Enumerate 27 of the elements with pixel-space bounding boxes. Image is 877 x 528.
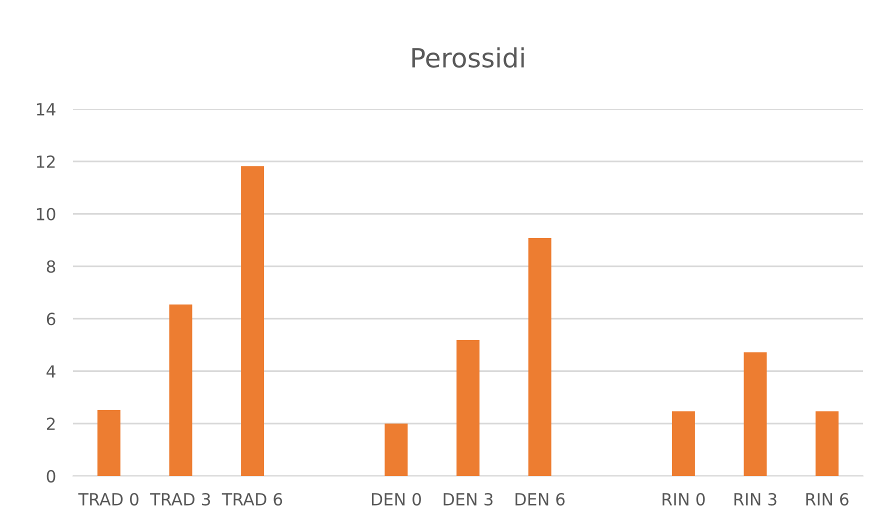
bar <box>528 238 552 476</box>
y-tick-label: 8 <box>46 260 56 273</box>
bar <box>169 304 192 476</box>
bar <box>744 352 767 476</box>
bar <box>384 424 408 476</box>
y-tick-label: 2 <box>46 418 55 430</box>
chart-title: Perossidi <box>412 47 524 68</box>
x-tick-label: TRAD 6 <box>222 492 282 506</box>
x-tick-label: RIN 0 <box>662 492 705 506</box>
x-tick-label: DEN 3 <box>444 492 493 506</box>
bar <box>672 411 695 476</box>
y-tick-label: 12 <box>36 155 55 168</box>
y-tick-label: 10 <box>36 208 56 220</box>
bar <box>816 411 839 476</box>
bar <box>97 410 120 476</box>
x-tick-label: DEN 0 <box>372 492 421 506</box>
y-tick-label: 14 <box>36 103 56 116</box>
x-tick-label: RIN 6 <box>806 492 848 506</box>
x-tick-label: RIN 3 <box>734 492 776 506</box>
x-tick-label: DEN 6 <box>516 492 565 506</box>
x-tick-label: TRAD 0 <box>78 492 138 506</box>
bar <box>241 166 264 476</box>
bar <box>456 340 480 476</box>
y-tick-label: 6 <box>46 312 56 326</box>
y-tick-label: 4 <box>46 365 56 378</box>
y-tick-label: 0 <box>46 470 56 483</box>
x-tick-label: TRAD 3 <box>150 492 210 506</box>
